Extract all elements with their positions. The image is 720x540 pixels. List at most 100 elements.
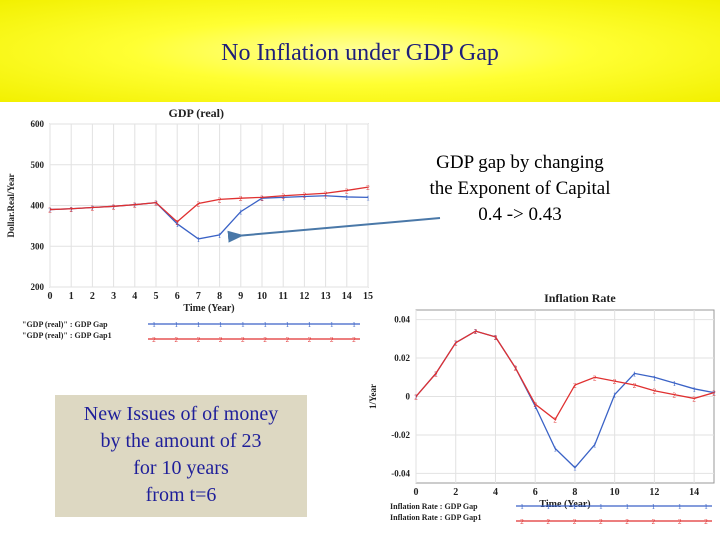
series-point: 2	[197, 200, 201, 208]
series-point: 1	[633, 370, 637, 378]
x-tick-label: 6	[175, 291, 180, 302]
series-point: 2	[633, 382, 637, 390]
y-tick-label: 300	[31, 241, 45, 251]
series-point: 1	[218, 232, 222, 240]
y-axis-label: 1/Year	[368, 384, 378, 409]
annotation-line: 0.4 -> 0.43	[478, 204, 562, 225]
legend-marker: 2	[286, 336, 290, 344]
series-point: 2	[712, 390, 716, 398]
series-point: 2	[303, 191, 307, 199]
y-axis-label: Dollar.Real/Year	[6, 174, 16, 238]
x-tick-label: 10	[610, 487, 620, 498]
x-tick-label: 13	[321, 291, 331, 302]
legend-marker: 2	[174, 336, 178, 344]
series-point: 2	[91, 205, 95, 213]
series-point: 1	[533, 403, 537, 411]
legend-marker: 2	[520, 518, 524, 526]
issue-line: for 10 years	[133, 457, 229, 479]
legend-marker: 2	[263, 336, 267, 344]
series-point: 1	[593, 442, 597, 450]
series-point: 2	[474, 328, 478, 336]
legend-marker: 1	[625, 503, 629, 511]
x-tick-label: 14	[342, 291, 352, 302]
legend-marker: 2	[547, 518, 551, 526]
series-point: 1	[175, 221, 179, 229]
legend-marker: 2	[599, 518, 603, 526]
x-tick-label: 11	[278, 291, 287, 302]
series-point: 2	[613, 378, 617, 386]
y-tick-label: -0.04	[391, 468, 410, 478]
series-point: 2	[239, 195, 243, 203]
series-point: 1	[454, 340, 458, 348]
series-point: 2	[112, 203, 116, 211]
series-point: 1	[69, 206, 73, 214]
legend-label: Inflation Rate : GDP Gap	[390, 502, 478, 511]
y-tick-label: 200	[31, 282, 45, 292]
series-point: 1	[260, 195, 264, 203]
series-point: 2	[553, 417, 557, 425]
y-tick-label: 500	[31, 160, 45, 170]
y-tick-label: 400	[31, 201, 45, 211]
x-tick-label: 4	[132, 291, 137, 302]
series-point: 1	[48, 207, 52, 215]
series-point: 1	[573, 465, 577, 473]
legend-label: "GDP (real)" : GDP Gap	[22, 320, 108, 329]
title-bar	[0, 0, 720, 102]
y-tick-label: 600	[31, 119, 45, 129]
legend-marker: 2	[678, 518, 682, 526]
series-point: 2	[454, 340, 458, 348]
series-point: 2	[324, 190, 328, 198]
legend-marker: 1	[573, 503, 577, 511]
legend-marker: 2	[219, 336, 223, 344]
legend-marker: 1	[704, 503, 708, 511]
legend-marker: 1	[520, 503, 524, 511]
annotation-line: GDP gap by changing	[436, 152, 604, 173]
series-point: 1	[91, 205, 95, 213]
series-point: 2	[593, 374, 597, 382]
series-point: 2	[281, 193, 285, 201]
legend-marker: 1	[286, 321, 290, 329]
series-point: 2	[69, 206, 73, 214]
series-point: 2	[218, 196, 222, 204]
x-axis-label: Time (Year)	[183, 303, 234, 314]
series-point: 1	[345, 194, 349, 202]
series-line	[49, 186, 369, 223]
x-tick-label: 14	[689, 487, 699, 498]
series-point: 2	[573, 382, 577, 390]
series-point: 2	[533, 401, 537, 409]
series-point: 2	[692, 395, 696, 403]
series-point: 1	[197, 236, 201, 244]
legend-marker: 1	[174, 321, 178, 329]
chart-title: GDP (real)	[169, 106, 224, 120]
series-point: 2	[260, 194, 264, 202]
series-point: 2	[414, 394, 418, 402]
x-tick-label: 8	[572, 487, 577, 498]
x-axis-label: Time (Year)	[539, 499, 590, 510]
series-point: 1	[613, 392, 617, 400]
legend-marker: 2	[652, 518, 656, 526]
x-tick-label: 1	[69, 291, 74, 302]
series-point: 1	[434, 370, 438, 378]
series-point: 1	[712, 390, 716, 398]
slide-title: No Inflation under GDP Gap	[221, 40, 499, 66]
legend-marker: 1	[352, 321, 356, 329]
y-tick-label: 0.04	[394, 315, 410, 325]
x-tick-label: 2	[453, 487, 458, 498]
series-line	[415, 330, 715, 421]
series-point: 2	[154, 200, 158, 208]
legend-marker: 1	[678, 503, 682, 511]
gdp-gap-annotation: GDP gap by changing the Exponent of Capi…	[395, 150, 645, 228]
issue-line: New Issues of of money	[83, 403, 279, 425]
series-point: 2	[434, 370, 438, 378]
legend-marker: 1	[241, 321, 245, 329]
money-issue-box: New Issues of of money by the amount of …	[55, 395, 307, 517]
series-point: 1	[553, 445, 557, 453]
x-tick-label: 12	[649, 487, 659, 498]
series-point: 1	[303, 194, 307, 202]
series-point: 1	[692, 386, 696, 394]
legend-marker: 2	[197, 336, 201, 344]
x-tick-label: 6	[533, 487, 538, 498]
issue-line: from t=6	[145, 484, 217, 506]
series-point: 1	[324, 193, 328, 201]
